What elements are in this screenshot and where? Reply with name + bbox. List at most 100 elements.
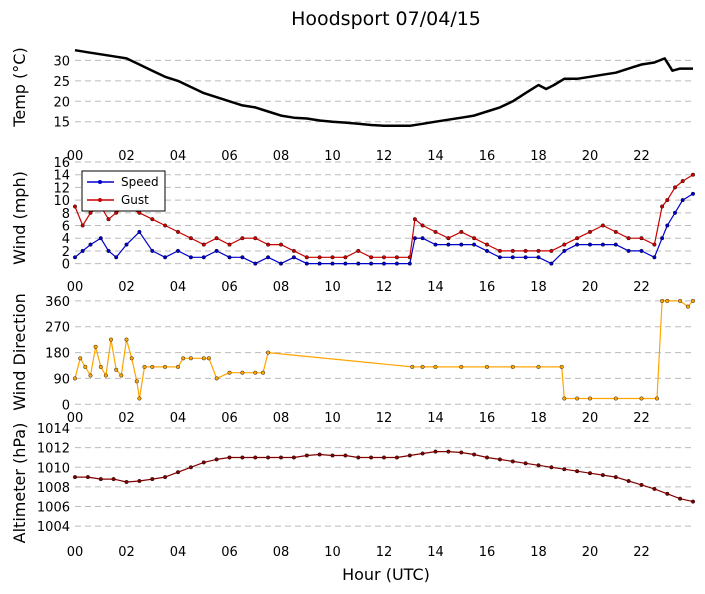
data-point	[433, 449, 438, 454]
data-point	[382, 261, 387, 266]
data-point	[523, 461, 528, 466]
x-tick-label: 12	[376, 280, 393, 295]
data-point	[137, 210, 142, 215]
data-point	[575, 396, 580, 401]
data-point	[317, 452, 322, 457]
x-tick-label: 04	[170, 411, 187, 426]
y-tick-label: 2	[62, 245, 70, 260]
data-point	[72, 475, 77, 480]
data-point	[124, 242, 129, 247]
data-point	[639, 236, 644, 241]
data-point	[72, 376, 77, 381]
data-point	[98, 236, 103, 241]
data-point	[175, 248, 180, 253]
series-line	[74, 174, 694, 258]
data-point	[485, 242, 490, 247]
data-point	[678, 496, 683, 501]
data-point	[536, 248, 541, 253]
data-point	[261, 370, 266, 375]
y-tick-label: 1008	[37, 481, 70, 496]
y-tick-label: 14	[53, 169, 70, 184]
data-point	[356, 261, 361, 266]
data-point	[83, 364, 88, 369]
x-tick-label: 10	[324, 545, 341, 560]
data-point	[407, 261, 412, 266]
data-point	[201, 460, 206, 465]
data-point	[588, 229, 593, 234]
data-point	[433, 242, 438, 247]
y-tick-label: 1006	[37, 501, 70, 516]
data-point	[549, 465, 554, 470]
data-point	[317, 261, 322, 266]
data-point	[291, 248, 296, 253]
data-point	[343, 255, 348, 260]
x-tick-label: 14	[427, 411, 444, 426]
x-tick-label: 06	[221, 280, 238, 295]
data-point	[394, 455, 399, 460]
y-tick-label: 0	[62, 258, 70, 273]
data-point	[279, 242, 284, 247]
data-point	[85, 475, 90, 480]
data-point	[626, 236, 631, 241]
y-tick-label: 180	[45, 347, 70, 362]
legend-box	[81, 170, 166, 212]
data-point	[523, 255, 528, 260]
data-point	[227, 255, 232, 260]
data-point	[188, 356, 193, 361]
data-point	[639, 248, 644, 253]
data-point	[412, 217, 417, 222]
data-point	[665, 223, 670, 228]
x-tick-label: 12	[376, 545, 393, 560]
data-point	[433, 364, 438, 369]
data-point	[111, 477, 116, 482]
data-point	[510, 248, 515, 253]
x-tick-label: 16	[479, 280, 496, 295]
data-point	[150, 477, 155, 482]
data-point	[600, 473, 605, 478]
x-tick-label: 18	[530, 545, 547, 560]
data-point	[575, 469, 580, 474]
data-point	[330, 261, 335, 266]
data-point	[394, 261, 399, 266]
data-point	[137, 229, 142, 234]
x-tick-label: 20	[582, 545, 599, 560]
x-tick-label: 04	[170, 280, 187, 295]
data-point	[673, 210, 678, 215]
data-point	[253, 261, 258, 266]
data-point	[175, 364, 180, 369]
data-point	[407, 453, 412, 458]
y-tick-label: 1014	[37, 422, 70, 437]
x-tick-label: 22	[633, 411, 650, 426]
data-point	[356, 248, 361, 253]
data-point	[600, 223, 605, 228]
data-point	[206, 356, 211, 361]
x-tick-label: 00	[67, 280, 84, 295]
data-point	[291, 455, 296, 460]
data-point	[124, 337, 129, 342]
data-point	[163, 223, 168, 228]
data-point	[613, 229, 618, 234]
data-point	[266, 350, 271, 355]
data-point	[240, 370, 245, 375]
data-point	[588, 471, 593, 476]
temperature-panel: 15 20 25 30 00 02 04 06 08 10 12 14 16 18 20 22 Temp (…	[10, 47, 693, 164]
y-tick-label: 1012	[37, 442, 70, 457]
data-point	[279, 455, 284, 460]
data-point	[80, 248, 85, 253]
y-tick-label: 12	[53, 181, 70, 196]
data-point	[613, 242, 618, 247]
data-point	[665, 198, 670, 203]
data-point	[485, 455, 490, 460]
data-point	[114, 210, 119, 215]
data-point	[142, 364, 147, 369]
data-point	[536, 255, 541, 260]
altimeter-axis-label: Altimeter (hPa)	[10, 423, 29, 544]
data-point	[181, 356, 186, 361]
data-point	[420, 236, 425, 241]
data-point	[497, 457, 502, 462]
x-tick-label: 00	[67, 149, 84, 164]
data-point	[304, 255, 309, 260]
wind-direction-axis-label: Wind Direction	[10, 293, 29, 411]
x-tick-label: 18	[530, 411, 547, 426]
data-point	[575, 236, 580, 241]
